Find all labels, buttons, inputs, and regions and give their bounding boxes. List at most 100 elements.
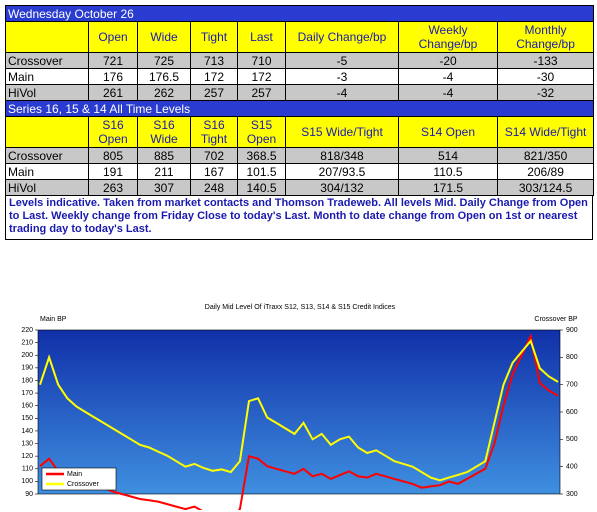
row-label: HiVol — [5, 84, 89, 101]
cell: 248 — [190, 179, 238, 196]
y-tick-label: 220 — [21, 327, 33, 334]
cell: 514 — [398, 147, 498, 164]
data-table: Wednesday October 26 Open Wide Tight Last Dai… — [4, 5, 595, 196]
data-row: Main 191 211 167 101.5 207/93.5 110.5 206/89 — [5, 163, 595, 180]
y2-tick-label: 400 — [566, 464, 578, 471]
cell: 702 — [190, 147, 238, 164]
y-tick-label: 100 — [21, 478, 33, 485]
y2-axis-label: Crossover BP — [534, 316, 578, 323]
data-row: Crossover 805 885 702 368.5 818/348 514 821/350 — [5, 147, 595, 164]
cell: 101.5 — [237, 163, 286, 180]
cell: -4 — [285, 84, 399, 101]
legend-label: Crossover — [67, 481, 100, 488]
y-tick-label: 130 — [21, 440, 33, 447]
cell: 176 — [88, 68, 138, 85]
cell: 206/89 — [496, 163, 595, 180]
chart-title: Daily Mid Level Of iTraxx S12, S13, S14 … — [205, 304, 396, 311]
cell: 257 — [190, 84, 238, 101]
header-cell: Open — [88, 21, 138, 53]
cell: 304/132 — [285, 179, 399, 196]
data-row: Main 176 176.5 172 172 -3 -4 -30 — [5, 68, 595, 85]
row-label: HiVol — [5, 179, 89, 196]
row-label: Crossover — [5, 52, 89, 69]
row-label: Crossover — [5, 147, 89, 164]
y-axis-label: Main BP — [40, 316, 67, 323]
header-cell: Wide — [137, 21, 191, 53]
title-row: Series 16, 15 & 14 All Time Levels — [4, 100, 595, 117]
cell: -3 — [285, 68, 399, 85]
table-title: Wednesday October 26 — [4, 5, 595, 22]
y-tick-label: 110 — [22, 466, 33, 473]
cell: 713 — [190, 52, 238, 69]
cell: 721 — [88, 52, 138, 69]
header-cell-corner — [5, 116, 89, 148]
cell: 303/124.5 — [496, 179, 595, 196]
y2-tick-label: 700 — [566, 382, 578, 389]
legend-label: Main — [67, 471, 82, 478]
header-cell: S14 Open — [398, 116, 498, 148]
y-tick-label: 150 — [21, 415, 33, 422]
series-line — [39, 333, 559, 510]
cell: 172 — [237, 68, 286, 85]
document: Wednesday October 26 Open Wide Tight Last Dai… — [4, 5, 595, 240]
cell: 261 — [88, 84, 138, 101]
data-row: HiVol 263 307 248 140.5 304/132 171.5 303/124.5 — [5, 179, 595, 196]
header-cell: S14 Wide/Tight — [496, 116, 595, 148]
cell: 805 — [88, 147, 138, 164]
cell: 710 — [237, 52, 286, 69]
note: Levels indicative. Taken from market con… — [5, 196, 593, 240]
cell: 368.5 — [237, 147, 286, 164]
header-row: S16 Open S16 Wide S16 Tight S15 Open S15 Wid… — [5, 116, 595, 148]
y2-tick-label: 600 — [566, 409, 578, 416]
header-cell: Last — [237, 21, 286, 53]
header-cell: S16 Open — [88, 116, 138, 148]
y2-tick-label: 300 — [566, 491, 578, 498]
data-row: HiVol 261 262 257 257 -4 -4 -32 — [5, 84, 595, 101]
cell: -5 — [285, 52, 399, 69]
cell: 307 — [137, 179, 191, 196]
y-tick-label: 190 — [21, 365, 33, 372]
cell: 172 — [190, 68, 238, 85]
chart: Daily Mid Level Of iTraxx S12, S13, S14 … — [21, 304, 578, 510]
cell: 207/93.5 — [285, 163, 399, 180]
header-cell: S16 Tight — [190, 116, 238, 148]
header-cell: Daily Change/bp — [285, 21, 399, 53]
cell: 211 — [137, 163, 191, 180]
y2-tick-label: 500 — [566, 436, 578, 443]
header-cell: S16 Wide — [137, 116, 191, 148]
cell: 821/350 — [496, 147, 595, 164]
cell: -30 — [496, 68, 595, 85]
y-tick-label: 140 — [21, 428, 33, 435]
header-cell-corner — [5, 21, 89, 53]
cell: 262 — [137, 84, 191, 101]
header-cell: Weekly Change/bp — [398, 21, 498, 53]
y-tick-label: 210 — [21, 339, 33, 346]
cell: -4 — [398, 68, 498, 85]
header-row: Open Wide Tight Last Daily Change/bp Weekly C… — [5, 21, 595, 53]
y2-tick-label: 900 — [566, 327, 578, 334]
y-tick-label: 170 — [21, 390, 33, 397]
row-label: Main — [5, 163, 89, 180]
header-cell: S15 Wide/Tight — [285, 116, 399, 148]
y-tick-label: 90 — [25, 491, 33, 498]
row-label: Main — [5, 68, 89, 85]
cell: -133 — [496, 52, 595, 69]
cell: 818/348 — [285, 147, 399, 164]
cell: 191 — [88, 163, 138, 180]
cell: 263 — [88, 179, 138, 196]
plot-area — [37, 329, 561, 495]
header-cell: Monthly Change/bp — [496, 21, 595, 53]
cell: 167 — [190, 163, 238, 180]
y-tick-label: 160 — [21, 403, 33, 410]
cell: -20 — [398, 52, 498, 69]
cell: -4 — [398, 84, 498, 101]
cell: 725 — [137, 52, 191, 69]
header-cell: Tight — [190, 21, 238, 53]
header-cell: S15 Open — [237, 116, 286, 148]
y-tick-label: 120 — [21, 453, 33, 460]
table-title: Series 16, 15 & 14 All Time Levels — [4, 100, 595, 117]
cell: 171.5 — [398, 179, 498, 196]
cell: 140.5 — [237, 179, 286, 196]
cell: 885 — [137, 147, 191, 164]
